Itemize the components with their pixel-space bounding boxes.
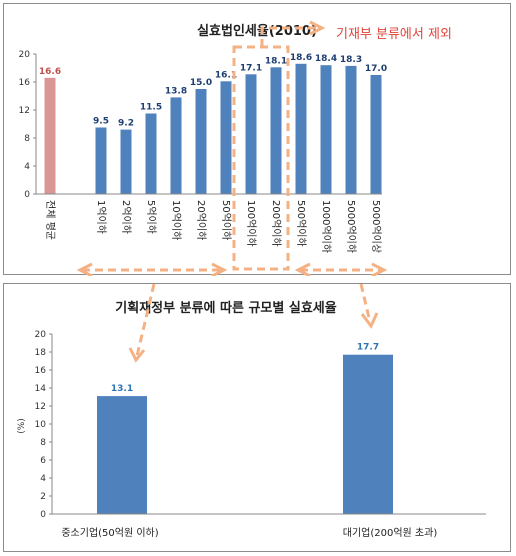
category-label: 5000억이상 bbox=[370, 200, 382, 253]
y-tick-label: 2 bbox=[40, 492, 46, 502]
category-label: 50억이하 bbox=[220, 200, 233, 240]
dashed-arrow-to-sme bbox=[135, 284, 156, 357]
y-tick-label: 16 bbox=[19, 78, 31, 88]
value-label: 9.5 bbox=[93, 117, 109, 127]
category-label: 대기업(200억원 초과) bbox=[343, 526, 438, 539]
bar bbox=[120, 129, 132, 194]
y-tick-label: 14 bbox=[35, 384, 47, 394]
value-label: 17.0 bbox=[365, 64, 387, 74]
y-axis-ticks: 0 2 4 6 8 10 12 14 16 18 20 bbox=[35, 330, 52, 520]
bar bbox=[195, 89, 207, 194]
category-label: 500억이하 bbox=[295, 200, 308, 247]
y-tick-label: 8 bbox=[40, 438, 46, 448]
bar bbox=[220, 81, 232, 194]
bar bbox=[245, 74, 257, 194]
value-label: 17.1 bbox=[240, 63, 262, 73]
bar bbox=[44, 77, 56, 194]
y-tick-label: 20 bbox=[19, 50, 31, 60]
category-label: 10억이하 bbox=[170, 200, 183, 240]
bar bbox=[145, 113, 157, 194]
bar bbox=[370, 75, 382, 194]
category-label: 5억이하 bbox=[145, 200, 158, 234]
bar bbox=[95, 127, 107, 194]
category-label: 100억이하 bbox=[245, 200, 258, 247]
value-label: 18.3 bbox=[340, 55, 362, 65]
value-label: 9.2 bbox=[118, 119, 134, 129]
y-tick-label: 4 bbox=[24, 162, 30, 172]
bar-series bbox=[97, 354, 393, 514]
y-tick-label: 10 bbox=[35, 420, 47, 430]
ministry-classification-chart-panel: 기획재정부 분류에 따른 규모별 실효세율 (%) 0 2 4 6 8 10 12 14 16 1… bbox=[3, 283, 511, 552]
category-label: 20억이하 bbox=[195, 200, 208, 240]
value-label: 18.6 bbox=[290, 53, 312, 63]
axes bbox=[51, 334, 486, 515]
y-axis-label: (%) bbox=[17, 418, 27, 434]
ministry-classification-chart: 기획재정부 분류에 따른 규모별 실효세율 (%) 0 2 4 6 8 10 12 14 16 1… bbox=[17, 284, 486, 539]
axes bbox=[35, 54, 382, 195]
y-tick-label: 12 bbox=[35, 402, 46, 412]
value-label: 11.5 bbox=[140, 103, 162, 113]
bar-series bbox=[44, 63, 382, 195]
category-label: 2억이하 bbox=[120, 200, 133, 234]
value-label: 18.4 bbox=[315, 54, 337, 64]
left-range-arrow bbox=[76, 262, 228, 276]
y-tick-label: 20 bbox=[35, 330, 47, 340]
category-label: 전체 평균 bbox=[44, 200, 56, 240]
arrowhead-icon bbox=[360, 312, 379, 329]
arrowhead-icon bbox=[128, 347, 146, 363]
dashed-arrow-to-large bbox=[359, 284, 372, 323]
bar bbox=[270, 67, 282, 194]
value-label: 13.1 bbox=[111, 384, 133, 394]
bar bbox=[295, 63, 307, 194]
y-tick-label: 4 bbox=[40, 474, 46, 484]
bar bbox=[345, 65, 357, 195]
y-tick-label: 16 bbox=[35, 366, 47, 376]
value-label: 13.8 bbox=[165, 86, 187, 96]
category-label: 1억이하 bbox=[95, 200, 108, 234]
value-labels: 16.69.5 9.211.513.815.016.117.118.1 18.6 18… bbox=[39, 53, 387, 129]
bar bbox=[170, 97, 182, 194]
y-axis-ticks: 0 4 8 12 16 20 bbox=[19, 50, 36, 200]
category-labels: 중소기업(50억원 이하) 대기업(200억원 초과) bbox=[61, 526, 437, 539]
y-tick-label: 12 bbox=[19, 106, 30, 116]
effective-tax-rate-chart: 실효법인세율(2010) 0 4 8 12 16 20 16.6 9.5 9.2 11.513.… bbox=[19, 20, 452, 276]
bar bbox=[97, 396, 147, 514]
category-label: 중소기업(50억원 이하) bbox=[61, 526, 158, 539]
value-label: 15.0 bbox=[190, 78, 212, 88]
y-tick-label: 18 bbox=[35, 348, 47, 358]
y-tick-label: 0 bbox=[40, 510, 46, 520]
value-label: 16.6 bbox=[39, 67, 61, 77]
category-label: 200억이하 bbox=[270, 200, 283, 247]
right-range-arrow bbox=[294, 262, 388, 276]
value-label: 17.7 bbox=[357, 343, 379, 353]
excluded-note: 기재부 분류에서 제외 bbox=[336, 27, 452, 42]
chart-title: 실효법인세율(2010) bbox=[197, 23, 317, 39]
dashed-arrow-to-note bbox=[260, 26, 316, 47]
bar bbox=[320, 65, 332, 194]
effective-tax-rate-chart-panel: 실효법인세율(2010) 0 4 8 12 16 20 16.6 9.5 9.2 11.5 13.… bbox=[3, 3, 511, 276]
arrowhead-icon bbox=[309, 20, 326, 36]
category-label: 1000억이하 bbox=[320, 200, 333, 253]
bar bbox=[343, 354, 393, 514]
y-tick-label: 6 bbox=[40, 456, 46, 466]
value-label: 16.1 bbox=[215, 70, 237, 80]
category-labels: 전체 평균 1억이하 2억이하 5억이하 10억이하 20억이하 50억이하 100억이하 20… bbox=[44, 200, 382, 253]
y-tick-label: 8 bbox=[24, 134, 30, 144]
category-label: 5000억이하 bbox=[345, 200, 358, 253]
y-tick-label: 0 bbox=[24, 190, 30, 200]
chart-title: 기획재정부 분류에 따른 규모별 실효세율 bbox=[115, 300, 336, 316]
value-labels: 13.1 17.7 bbox=[111, 343, 379, 394]
value-label: 18.1 bbox=[265, 56, 287, 66]
